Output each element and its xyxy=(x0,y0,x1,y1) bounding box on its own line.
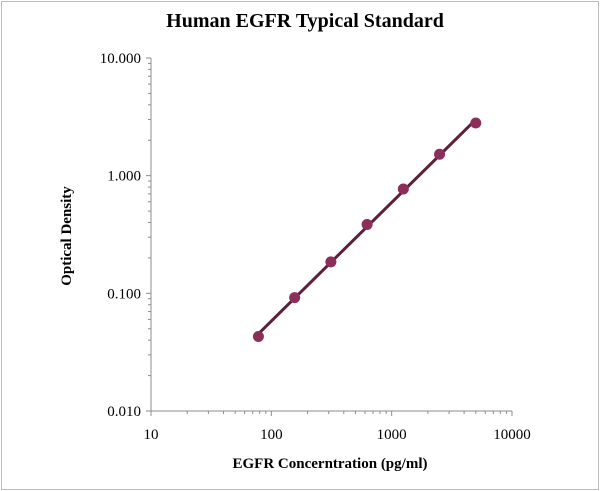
y-tick-labels: 10.000 1.000 0.100 0.010 xyxy=(100,51,141,420)
axes xyxy=(146,57,513,416)
data-point xyxy=(361,218,373,230)
x-tick-label: 10 xyxy=(144,427,159,443)
x-tick-label: 1000 xyxy=(377,427,407,443)
x-tick-label: 100 xyxy=(260,427,283,443)
data-point xyxy=(325,256,337,268)
y-tick-label: 1.000 xyxy=(107,169,141,185)
x-tick-labels: 10 100 1000 10000 xyxy=(144,427,531,443)
x-axis-label: EGFR Concerntration (pg/ml) xyxy=(233,456,428,472)
y-tick-label: 0.010 xyxy=(107,404,141,420)
y-axis-label: Optical Density xyxy=(59,186,75,286)
data-point xyxy=(289,292,301,304)
series xyxy=(252,117,482,342)
data-point xyxy=(470,117,482,129)
chart-title: Human EGFR Typical Standard xyxy=(166,10,444,32)
data-point xyxy=(434,148,446,160)
data-point xyxy=(252,330,264,342)
y-tick-label: 10.000 xyxy=(100,51,141,67)
data-point xyxy=(397,183,409,195)
y-tick-label: 0.100 xyxy=(107,286,141,302)
x-tick-label: 10000 xyxy=(493,427,531,443)
